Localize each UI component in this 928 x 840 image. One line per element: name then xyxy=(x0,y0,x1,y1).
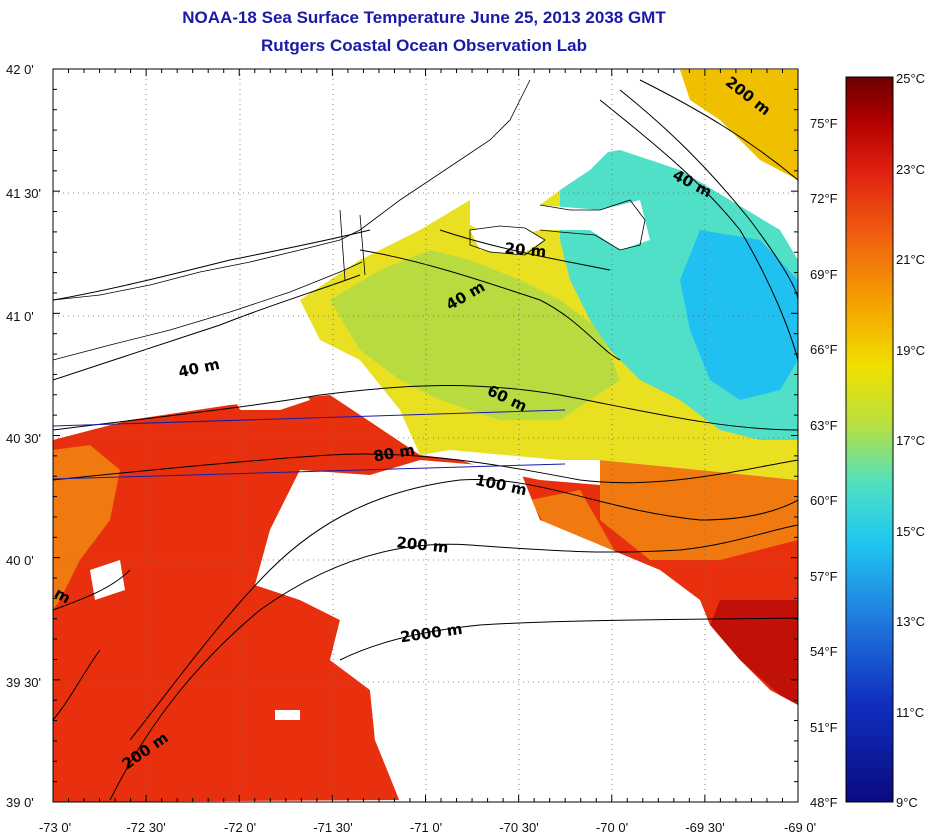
land-long-island xyxy=(53,250,360,360)
fahrenheit-label: 66°F xyxy=(810,342,838,357)
coastline xyxy=(53,79,646,361)
land-marthas-vineyard xyxy=(470,225,545,255)
fahrenheit-label: 51°F xyxy=(810,720,838,735)
lon-label: -69 30' xyxy=(685,820,724,835)
axis-ticks xyxy=(52,68,799,803)
map-subtitle: Rutgers Coastal Ocean Observation Lab xyxy=(261,36,587,55)
lon-label: -72 30' xyxy=(126,820,165,835)
lat-label: 41 30' xyxy=(6,186,41,201)
lon-label: -70 0' xyxy=(596,820,628,835)
fahrenheit-label: 72°F xyxy=(810,191,838,206)
fahrenheit-label: 69°F xyxy=(810,267,838,282)
land-massachusetts xyxy=(470,69,680,250)
sst-field xyxy=(53,69,798,802)
lon-label: -69 0' xyxy=(784,820,816,835)
isobath-contours xyxy=(53,79,798,801)
fahrenheit-label: 63°F xyxy=(810,418,838,433)
land-connecticut xyxy=(53,69,520,265)
lat-label: 41 0' xyxy=(6,309,34,324)
colorbar xyxy=(845,76,894,803)
latitude-labels: 42 0' 41 30' 41 0' 40 30' 40 0' 39 30' 3… xyxy=(6,62,41,810)
fahrenheit-label: 48°F xyxy=(810,795,838,810)
sst-orange-patches xyxy=(53,445,798,610)
celsius-label: 25°C xyxy=(896,71,925,86)
longitude-labels: -73 0' -72 30' -72 0' -71 30' -71 0' -70… xyxy=(39,820,816,835)
map-gridlines xyxy=(53,69,798,802)
fahrenheit-label: 75°F xyxy=(810,116,838,131)
celsius-label: 15°C xyxy=(896,524,925,539)
lon-label: -71 0' xyxy=(410,820,442,835)
celsius-label: 13°C xyxy=(896,614,925,629)
celsius-label: 11°C xyxy=(896,705,924,720)
celsius-label: 21°C xyxy=(896,252,925,267)
no-data-offshore xyxy=(255,460,798,802)
celsius-label: 19°C xyxy=(896,343,925,358)
celsius-label: 17°C xyxy=(896,433,925,448)
lon-label: -73 0' xyxy=(39,820,71,835)
satellite-track-lines xyxy=(53,409,566,480)
colorbar-celsius-labels: 25°C 23°C 21°C 19°C 17°C 15°C 13°C 11°C … xyxy=(896,71,925,810)
lat-label: 42 0' xyxy=(6,62,34,77)
sst-coldest-region xyxy=(680,230,798,400)
isobath-label: 200 m xyxy=(396,533,450,556)
map-title: NOAA-18 Sea Surface Temperature June 25,… xyxy=(182,8,666,27)
fahrenheit-label: 54°F xyxy=(810,644,838,659)
isobath-label: m xyxy=(51,584,74,607)
isobath-label: 20 m xyxy=(504,239,547,261)
celsius-label: 9°C xyxy=(896,795,918,810)
lon-label: -72 0' xyxy=(224,820,256,835)
lon-label: -71 30' xyxy=(313,820,352,835)
sst-yellowgreen-region xyxy=(330,250,620,420)
celsius-label: 23°C xyxy=(896,162,925,177)
lat-label: 39 30' xyxy=(6,675,41,690)
lon-label: -70 30' xyxy=(499,820,538,835)
fahrenheit-label: 57°F xyxy=(810,569,838,584)
sst-hot-region xyxy=(710,600,798,705)
colorbar-fahrenheit-labels: 75°F 72°F 69°F 66°F 63°F 60°F 57°F 54°F … xyxy=(810,116,838,810)
fahrenheit-label: 60°F xyxy=(810,493,838,508)
lat-label: 40 0' xyxy=(6,553,34,568)
lat-label: 40 30' xyxy=(6,431,41,446)
lat-label: 39 0' xyxy=(6,795,34,810)
